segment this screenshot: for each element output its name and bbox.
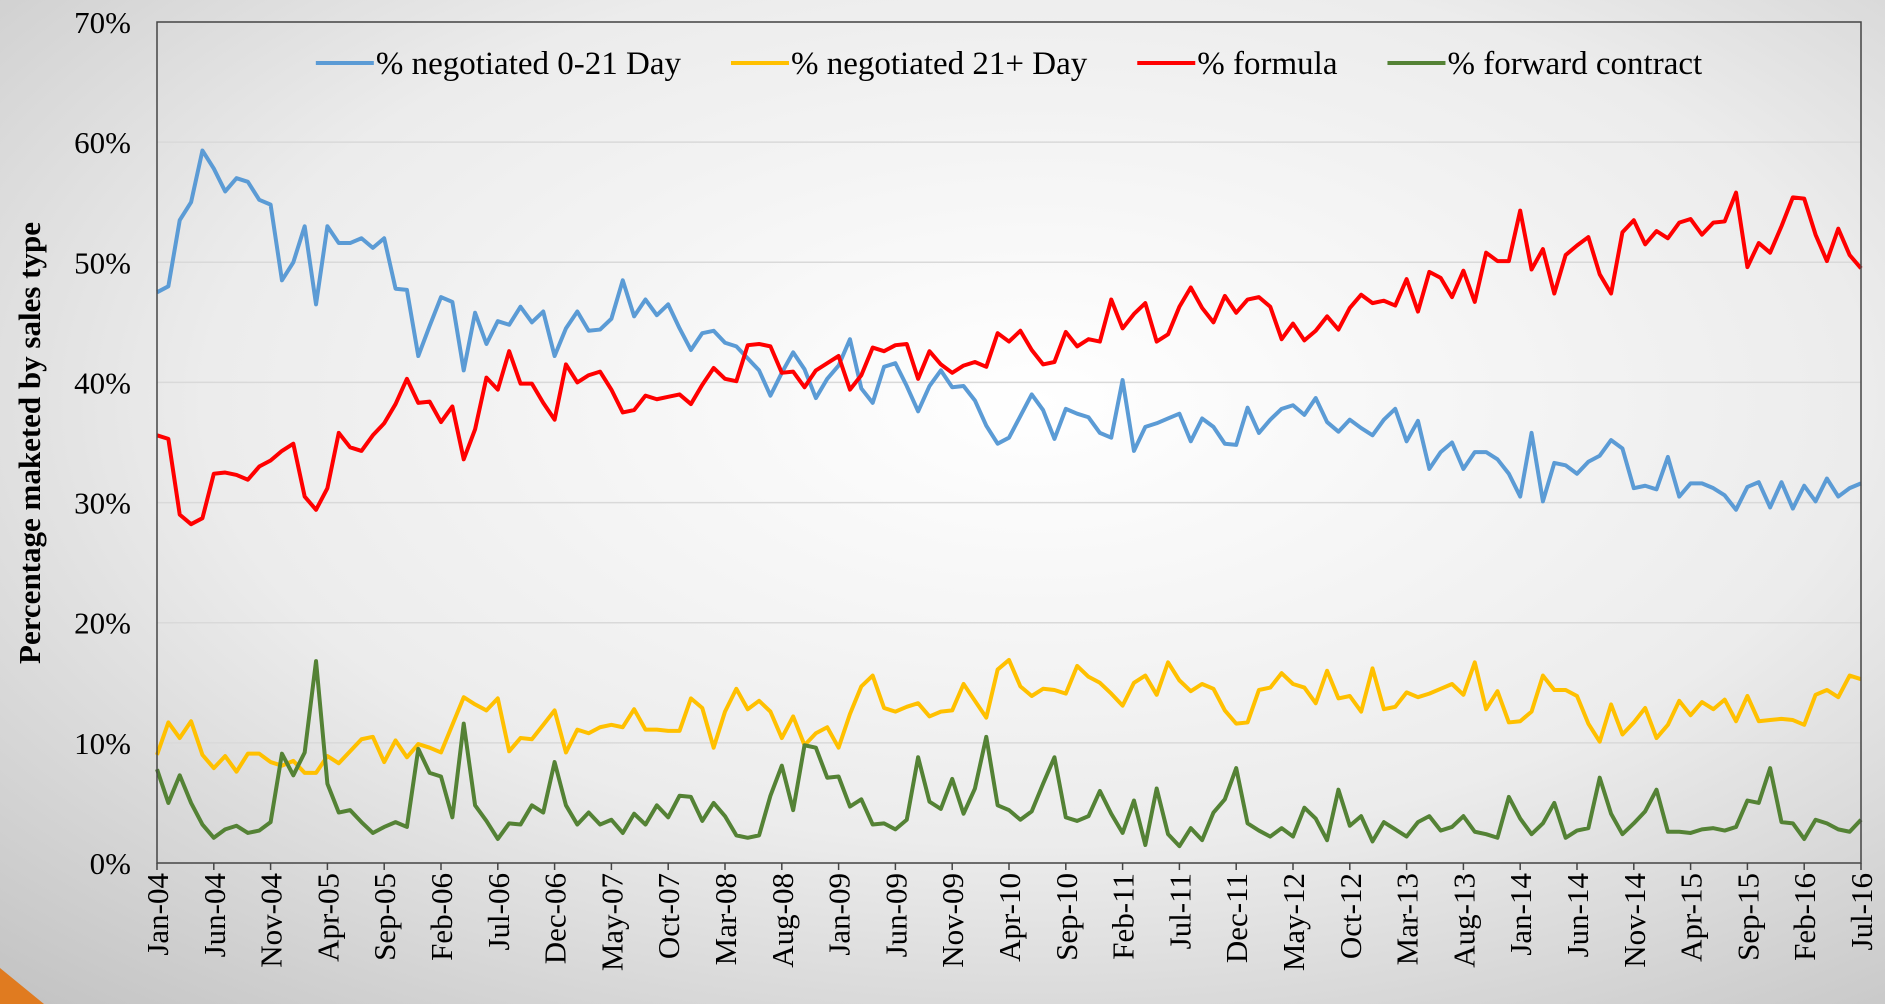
y-tick-label: 30% [74, 486, 131, 521]
legend-label: % negotiated 0-21 Day [376, 46, 682, 82]
x-tick-label: Feb-06 [424, 873, 459, 961]
x-tick-label: Mar-13 [1390, 873, 1425, 965]
x-tick-label: Jan-04 [140, 873, 175, 956]
x-tick-label: Jan-09 [822, 873, 857, 956]
x-tick-label: Nov-04 [254, 873, 289, 968]
series-line [156, 190, 1863, 527]
x-tick-label: Feb-16 [1787, 873, 1822, 961]
legend-item: % formula [1137, 46, 1338, 82]
x-tick-label: May-12 [1276, 873, 1311, 971]
y-tick-label: 10% [74, 726, 131, 761]
x-tick-label: Nov-09 [935, 873, 970, 968]
x-tick-label: Oct-12 [1333, 873, 1368, 959]
x-tick-label: Jun-04 [197, 873, 232, 958]
legend-item: % negotiated 0-21 Day [315, 46, 682, 82]
corner-decoration [0, 968, 44, 1004]
y-tick-label: 60% [74, 125, 131, 160]
y-axis-title: Percentage maketed by sales type [12, 222, 47, 664]
x-tick-label: Sep-15 [1730, 873, 1765, 961]
y-tick-label: 20% [74, 606, 131, 641]
x-tick-label: Dec-06 [538, 873, 573, 964]
x-tick-label: Sep-10 [1049, 873, 1084, 961]
series-line [155, 657, 1862, 775]
x-tick-label: Feb-11 [1106, 873, 1141, 960]
legend-label: % formula [1197, 46, 1338, 82]
y-tick-label: 0% [90, 846, 131, 881]
x-tick-label: Jun-09 [878, 873, 913, 957]
x-tick-label: Apr-15 [1674, 873, 1709, 962]
x-tick-label: Nov-14 [1617, 873, 1652, 968]
legend-item: % forward contract [1387, 46, 1702, 82]
ticks: 0% 10% 20% 30% 40% 50% 60% 70% Jan-04 Jun-04 Nov-0… [74, 5, 1879, 971]
x-tick-label: Jun-14 [1560, 873, 1595, 958]
x-tick-label: Apr-10 [992, 873, 1027, 962]
series-line [155, 659, 1863, 849]
x-tick-label: Aug-08 [765, 873, 800, 968]
legend-label: % forward contract [1447, 46, 1702, 82]
x-tick-label: Jul-11 [1162, 873, 1197, 949]
x-tick-label: Dec-11 [1219, 873, 1254, 963]
x-tick-label: Jul-16 [1844, 873, 1879, 951]
y-tick-label: 70% [74, 5, 131, 40]
x-tick-label: Aug-13 [1446, 873, 1481, 968]
x-tick-label: Jul-06 [481, 873, 516, 951]
x-tick-label: Mar-08 [708, 873, 743, 965]
legend-item: % negotiated 21+ Day [730, 46, 1088, 82]
x-tick-label: Apr-05 [310, 873, 345, 962]
x-tick-label: Jan-14 [1503, 873, 1538, 956]
legend-label: % negotiated 21+ Day [791, 46, 1088, 82]
x-tick-label: Sep-05 [367, 873, 402, 961]
series-line [156, 148, 1862, 512]
y-tick-label: 50% [74, 245, 131, 280]
x-tick-label: May-07 [594, 873, 629, 971]
legend: % negotiated 0-21 Day % negotiated 21+ Da… [315, 46, 1702, 82]
lines [155, 148, 1863, 849]
y-tick-label: 40% [74, 365, 131, 400]
x-tick-label: Oct-07 [651, 873, 686, 959]
